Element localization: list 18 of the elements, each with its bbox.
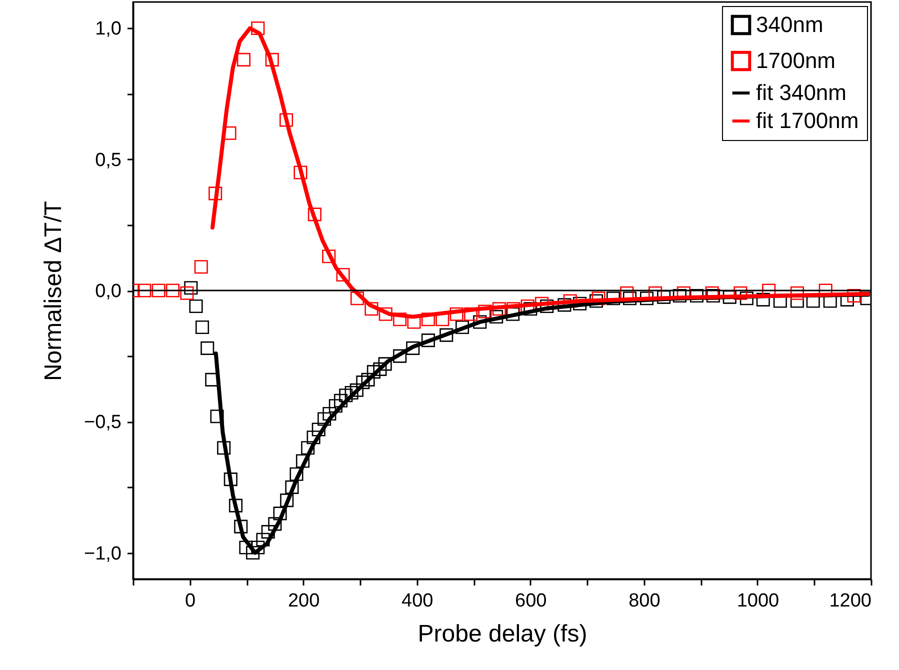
x-tick-label: 600 <box>515 590 547 612</box>
legend-label: 340nm <box>756 12 824 37</box>
x-tick-label: 200 <box>288 590 320 612</box>
y-tick-label: 0,0 <box>95 281 122 302</box>
y-tick-label: −0,5 <box>84 412 122 434</box>
legend-label: fit 340nm <box>756 80 846 105</box>
x-tick-label: 400 <box>401 590 434 612</box>
x-tick-label: 0 <box>184 590 196 612</box>
x-tick-label: 1200 <box>829 590 872 612</box>
x-tick-label: 1000 <box>736 590 780 612</box>
x-axis-title: Probe delay (fs) <box>418 620 588 648</box>
y-axis-title: Normalised ΔT/T <box>40 200 67 382</box>
legend-label: 1700nm <box>756 48 836 73</box>
legend-label: fit 1700nm <box>756 108 859 133</box>
y-tick-label: 1,0 <box>95 18 122 40</box>
x-tick-label: 800 <box>628 590 660 612</box>
y-tick-label: 0,5 <box>95 150 122 171</box>
y-tick-label: −1,0 <box>84 543 122 564</box>
